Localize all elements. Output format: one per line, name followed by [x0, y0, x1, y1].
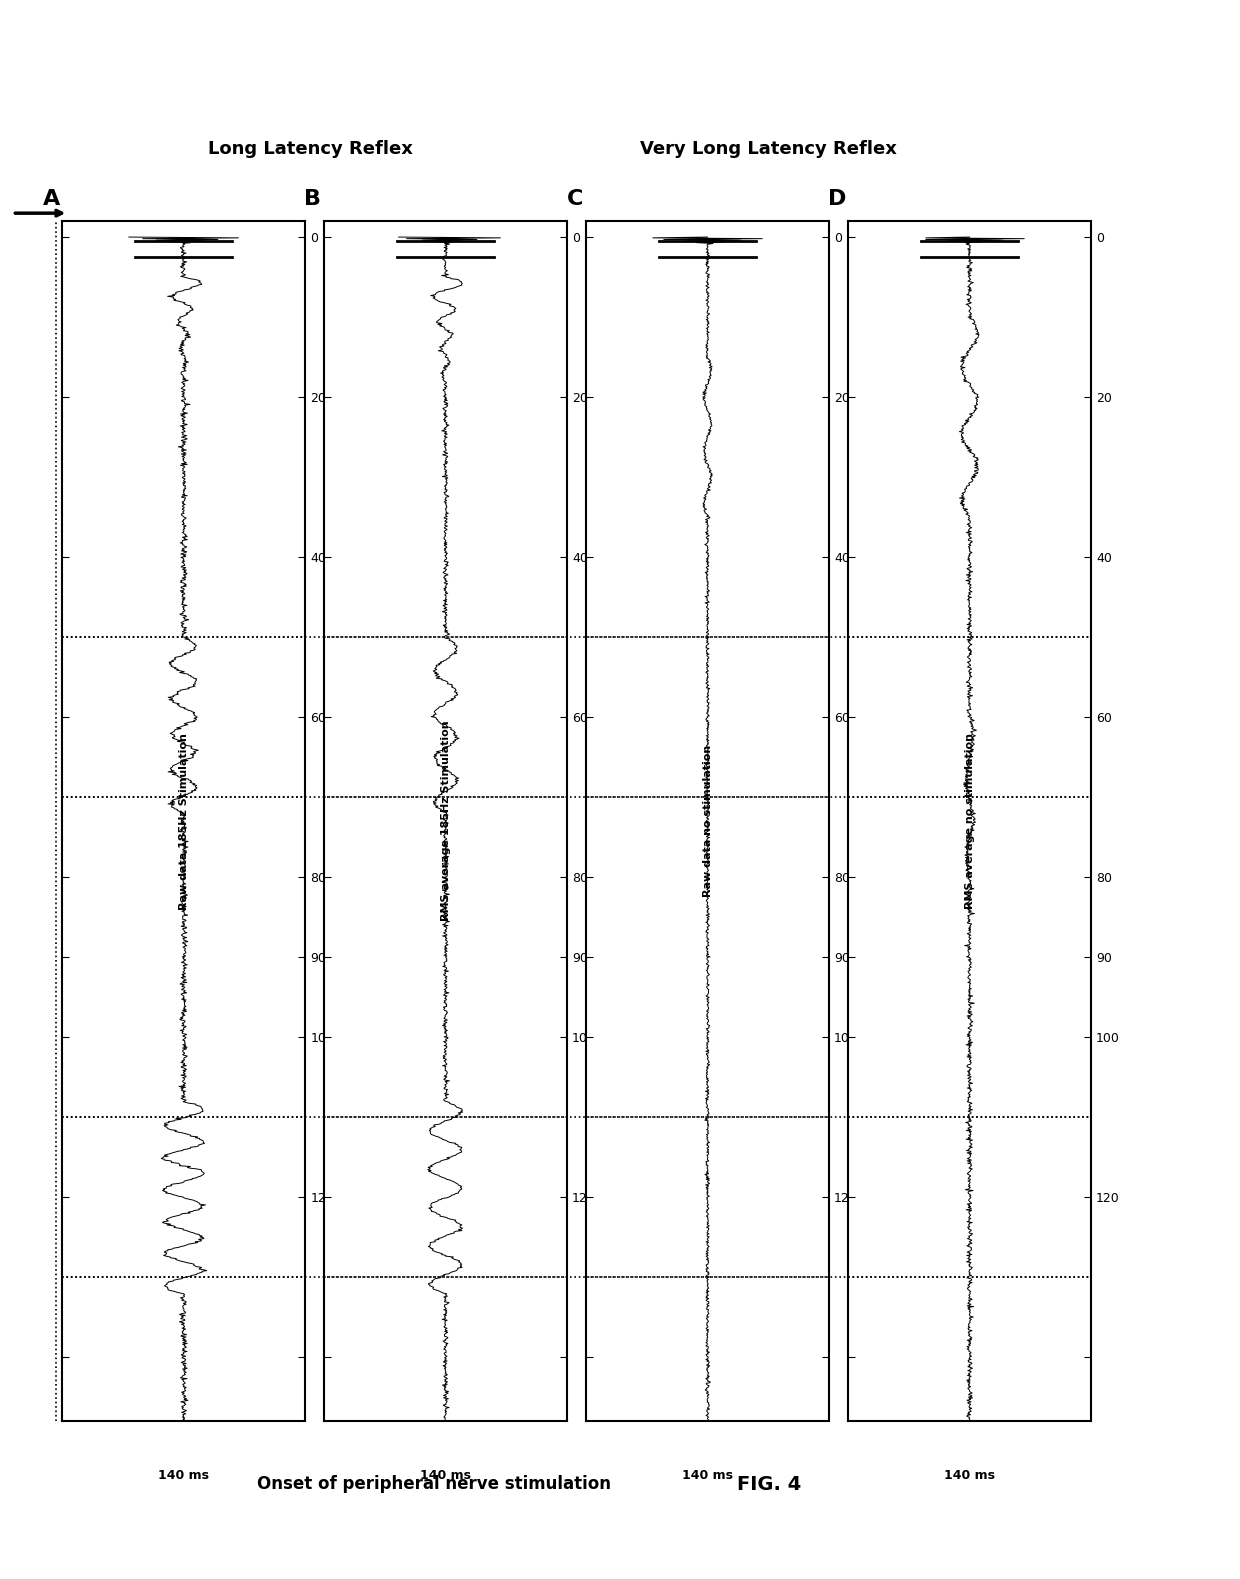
- Text: RMS average no stimulation: RMS average no stimulation: [965, 733, 975, 910]
- Text: 140 ms: 140 ms: [944, 1468, 994, 1483]
- Text: Raw data no stimulation: Raw data no stimulation: [703, 745, 713, 897]
- Text: 140 ms: 140 ms: [159, 1468, 210, 1483]
- Text: Long Latency Reflex: Long Latency Reflex: [207, 141, 413, 158]
- Text: RMS average 185Hz Stimulation: RMS average 185Hz Stimulation: [440, 720, 450, 922]
- Text: 140 ms: 140 ms: [682, 1468, 733, 1483]
- Text: B: B: [305, 189, 321, 208]
- Text: A: A: [42, 189, 60, 208]
- Text: D: D: [828, 189, 847, 208]
- Text: FIG. 4: FIG. 4: [737, 1475, 801, 1494]
- Text: Onset of peripheral nerve stimulation: Onset of peripheral nerve stimulation: [257, 1475, 611, 1494]
- Text: C: C: [567, 189, 583, 208]
- Text: Very Long Latency Reflex: Very Long Latency Reflex: [640, 141, 898, 158]
- Text: 140 ms: 140 ms: [420, 1468, 471, 1483]
- Text: Raw data 185Hz Stimulation: Raw data 185Hz Stimulation: [179, 733, 188, 910]
